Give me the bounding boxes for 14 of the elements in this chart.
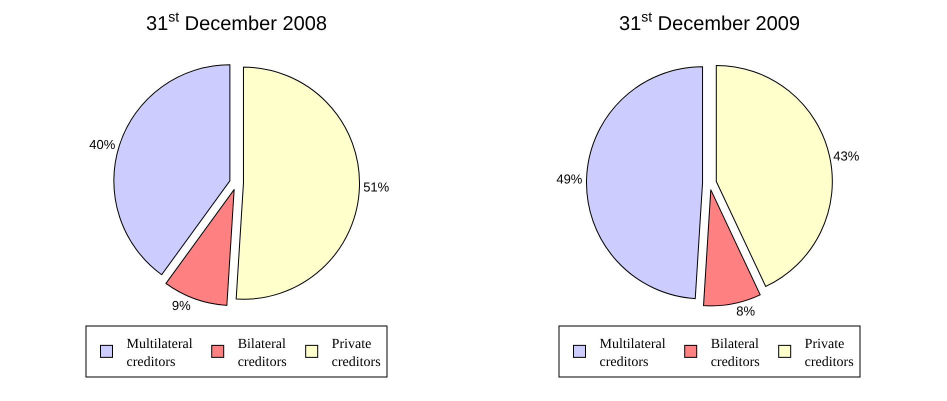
data-label: 51% — [363, 179, 390, 194]
legend-label: Bilateral creditors — [710, 336, 760, 370]
legend-label: Bilateral creditors — [238, 336, 287, 370]
data-label: 9% — [172, 298, 192, 313]
data-label: 49% — [556, 172, 583, 187]
chart-title: 31$^{st}$ December 2008 — [146, 8, 328, 36]
chart-title: 31$^{st}$ December 2009 — [618, 8, 800, 36]
data-label: 40% — [89, 136, 116, 152]
data-label: 8% — [736, 304, 756, 319]
data-label: 43% — [833, 148, 860, 164]
legend-label: Private creditors — [332, 336, 381, 370]
legend-label: Multilateral creditors — [600, 336, 666, 370]
legend-label: Private creditors — [804, 336, 854, 370]
legend-label: Multilateral creditors — [126, 336, 193, 370]
